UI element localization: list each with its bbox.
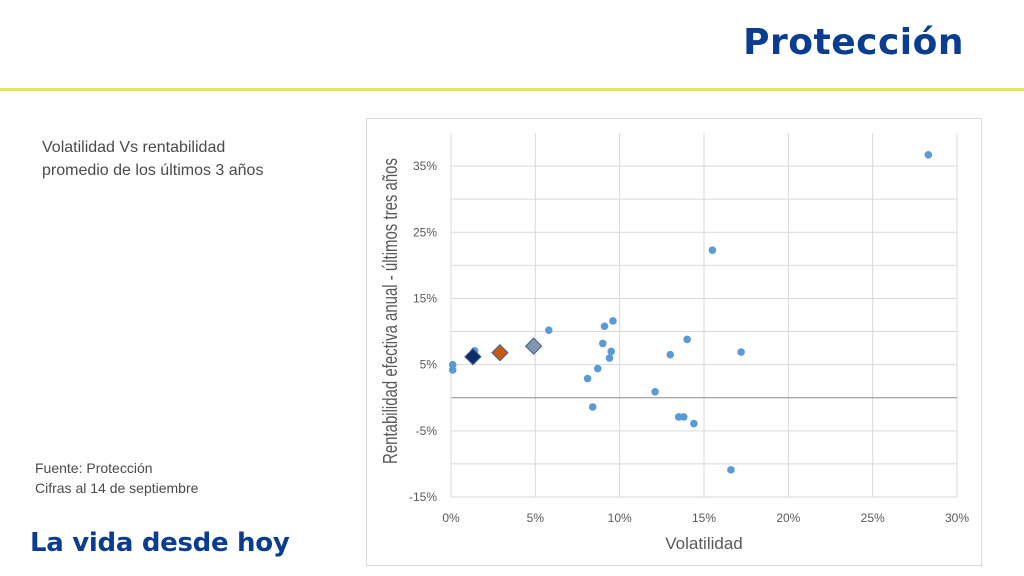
- data-point: [607, 347, 616, 356]
- data-point: [683, 335, 691, 344]
- x-tick-label: 15%: [692, 511, 716, 525]
- chart-description: Volatilidad Vs rentabilidad promedio de …: [42, 136, 342, 182]
- source-line-1: Fuente: Protección: [35, 460, 153, 476]
- y-tick-label: 5%: [420, 358, 438, 372]
- data-point: [593, 364, 602, 373]
- data-point: [690, 419, 698, 428]
- description-line-1: Volatilidad Vs rentabilidad: [42, 139, 226, 156]
- y-tick-label: 35%: [413, 159, 437, 173]
- diamond-point: [464, 347, 482, 366]
- data-point: [651, 387, 659, 396]
- data-point: [448, 366, 457, 374]
- x-tick-label: 10%: [608, 511, 632, 525]
- y-tick-label: -5%: [416, 424, 438, 438]
- data-point: [545, 326, 553, 335]
- data-point: [600, 322, 609, 331]
- diamond-point: [491, 344, 509, 362]
- data-point: [666, 350, 675, 359]
- data-point: [599, 339, 607, 348]
- data-point: [588, 403, 597, 411]
- data-point: [609, 317, 617, 325]
- x-axis-title: Volatilidad: [665, 534, 743, 553]
- scatter-chart: 0% 5% 10% 15% 20% 25% 30% -15% -5% 5% 15% 25% 35% Vol…: [379, 133, 969, 553]
- x-tick-label: 30%: [945, 511, 969, 525]
- source-line-2: Cifras al 14 de septiembre: [35, 480, 199, 496]
- data-point: [737, 348, 745, 356]
- brand-title: Protección: [743, 22, 964, 63]
- data-point: [924, 151, 933, 159]
- source-note: Fuente: Protección Cifras al 14 de septi…: [35, 458, 198, 498]
- x-tick-label: 5%: [527, 511, 545, 525]
- data-point: [708, 246, 717, 254]
- x-tick-label: 20%: [776, 511, 800, 525]
- data-point: [605, 354, 614, 362]
- scatter-chart-panel: 0% 5% 10% 15% 20% 25% 30% -15% -5% 5% 15% 25% 35% Vol…: [366, 118, 982, 566]
- description-line-2: promedio de los últimos 3 años: [42, 162, 264, 179]
- brand-tagline: La vida desde hoy: [30, 528, 290, 558]
- y-tick-label: -15%: [409, 490, 437, 504]
- y-axis-title: Rentabilidad efectiva anual - últimos tr…: [379, 158, 402, 464]
- x-tick-label: 25%: [861, 511, 885, 525]
- y-tick-label: 15%: [413, 291, 437, 305]
- data-point: [679, 413, 688, 421]
- accent-divider: [0, 88, 1024, 91]
- data-point: [448, 360, 457, 369]
- data-point: [583, 374, 592, 383]
- data-point: [727, 466, 735, 474]
- x-tick-label: 0%: [442, 511, 460, 525]
- y-tick-label: 25%: [413, 225, 437, 239]
- diamond-point: [524, 337, 543, 355]
